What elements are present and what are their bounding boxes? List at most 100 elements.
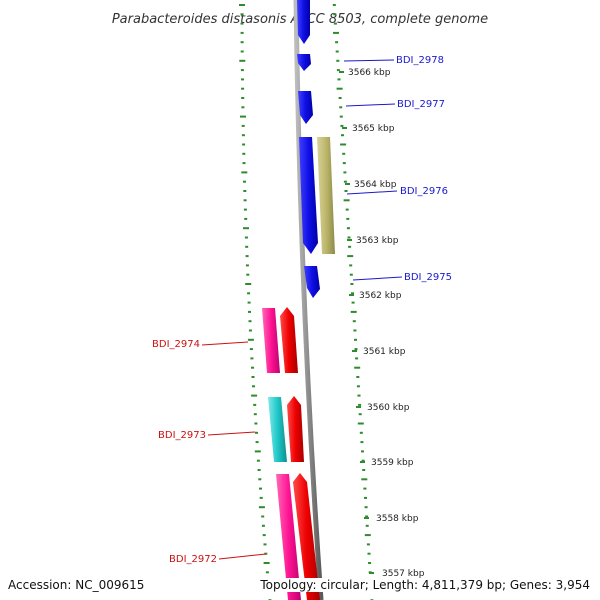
svg-text:3564 kbp: 3564 kbp <box>354 180 397 190</box>
track-tick <box>245 255 249 258</box>
track-tick <box>252 385 255 388</box>
track-tick <box>358 413 362 416</box>
track-tick <box>336 59 340 62</box>
track-tick <box>246 273 250 276</box>
kbp-marker: 3558 kbp <box>364 514 419 524</box>
gene-label-bdi-2977[interactable]: BDI_2977 <box>397 99 445 110</box>
track-tick <box>241 171 248 174</box>
track-tick <box>354 348 358 351</box>
track-tick <box>261 515 265 518</box>
track-tick <box>354 338 357 341</box>
gene-label-bdi-2972[interactable]: BDI_2972 <box>169 554 217 565</box>
track-tick <box>340 124 344 127</box>
track-tick <box>355 357 359 360</box>
feature-pink-bdi-2974 <box>262 308 280 373</box>
track-tick <box>367 552 371 555</box>
track-tick <box>255 431 258 434</box>
track-tick <box>364 534 371 537</box>
track-tick <box>350 310 357 313</box>
gc-content-track-right <box>332 4 375 600</box>
track-tick <box>262 534 266 537</box>
track-tick <box>261 524 265 527</box>
track-tick <box>253 403 257 406</box>
track-tick <box>364 496 367 499</box>
track-tick <box>337 78 341 81</box>
track-tick <box>240 41 244 44</box>
track-tick <box>255 441 259 444</box>
track-tick <box>350 283 354 285</box>
track-tick <box>245 283 252 285</box>
gene-arrow-bdi-2973 <box>287 396 304 462</box>
track-tick <box>240 50 244 53</box>
track-tick <box>357 422 364 425</box>
track-tick <box>340 143 347 146</box>
track-tick <box>363 487 367 490</box>
gene-label-bdi-2974[interactable]: BDI_2974 <box>152 339 200 350</box>
accession-text: Accession: NC_009615 <box>8 578 145 592</box>
gene-label-bdi-2973[interactable]: BDI_2973 <box>158 430 206 441</box>
track-tick <box>359 431 363 434</box>
track-tick <box>241 87 245 90</box>
track-tick <box>256 459 260 462</box>
track-tick <box>342 162 346 165</box>
track-tick <box>338 97 342 99</box>
gene-label-bdi-2978[interactable]: BDI_2978 <box>396 55 444 66</box>
svg-text:3559 kbp: 3559 kbp <box>371 458 414 468</box>
track-tick <box>243 190 247 192</box>
track-tick <box>356 385 360 388</box>
kbp-marker: 3559 kbp <box>360 458 414 468</box>
track-tick <box>366 543 370 546</box>
track-tick <box>240 115 246 118</box>
track-tick <box>242 143 246 146</box>
track-tick <box>343 171 347 174</box>
track-tick <box>358 403 362 406</box>
svg-text:3563 kbp: 3563 kbp <box>356 236 399 246</box>
track-tick <box>365 524 369 527</box>
track-tick <box>242 162 246 165</box>
track-tick <box>332 4 336 6</box>
feature-olive-bdi-2976 <box>317 137 335 254</box>
gene-label-bdi-2975[interactable]: BDI_2975 <box>404 272 452 283</box>
track-tick <box>257 469 261 471</box>
track-tick <box>361 459 365 462</box>
track-tick <box>247 301 251 304</box>
track-tick <box>360 441 364 444</box>
kbp-marker: 3563 kbp <box>347 236 399 246</box>
track-tick <box>352 320 356 323</box>
track-tick <box>244 236 248 239</box>
track-tick <box>243 199 247 202</box>
track-tick <box>351 301 355 304</box>
track-tick <box>347 255 354 258</box>
track-tick <box>253 413 257 416</box>
kbp-marker: 3566 kbp <box>339 68 391 78</box>
track-tick <box>354 366 361 369</box>
gene-arrow-bdi-2975 <box>304 266 320 298</box>
genome-backbone <box>293 0 324 600</box>
track-tick <box>245 264 249 267</box>
kbp-marker: 3562 kbp <box>349 291 402 301</box>
track-tick <box>251 376 255 378</box>
track-tick <box>346 217 350 220</box>
track-tick <box>333 13 337 16</box>
svg-text:3565 kbp: 3565 kbp <box>352 124 395 134</box>
reverse-strand-genes <box>280 307 320 600</box>
track-tick <box>349 273 353 276</box>
track-tick <box>333 22 337 25</box>
gene-arrow-bdi-2972 <box>293 473 320 600</box>
track-tick <box>251 394 258 397</box>
feature-pink-bdi-2972 <box>276 474 301 600</box>
track-tick <box>243 208 247 211</box>
kbp-markers: 3566 kbp 3565 kbp 3564 kbp 3563 kbp 3562… <box>339 68 425 579</box>
kbp-marker: 3560 kbp <box>356 403 410 413</box>
track-tick <box>241 134 245 137</box>
track-tick <box>243 227 249 230</box>
track-tick <box>240 31 244 34</box>
track-tick <box>335 50 339 53</box>
svg-text:3558 kbp: 3558 kbp <box>376 514 419 524</box>
track-tick <box>362 469 366 471</box>
track-tick <box>365 515 369 518</box>
forward-gene-labels: BDI_2978 BDI_2977 BDI_2976 BDI_2975 <box>343 55 452 283</box>
track-tick <box>248 329 252 332</box>
gene-label-bdi-2976[interactable]: BDI_2976 <box>400 186 448 197</box>
reverse-gene-labels: BDI_2974 BDI_2973 BDI_2972 <box>152 339 267 565</box>
